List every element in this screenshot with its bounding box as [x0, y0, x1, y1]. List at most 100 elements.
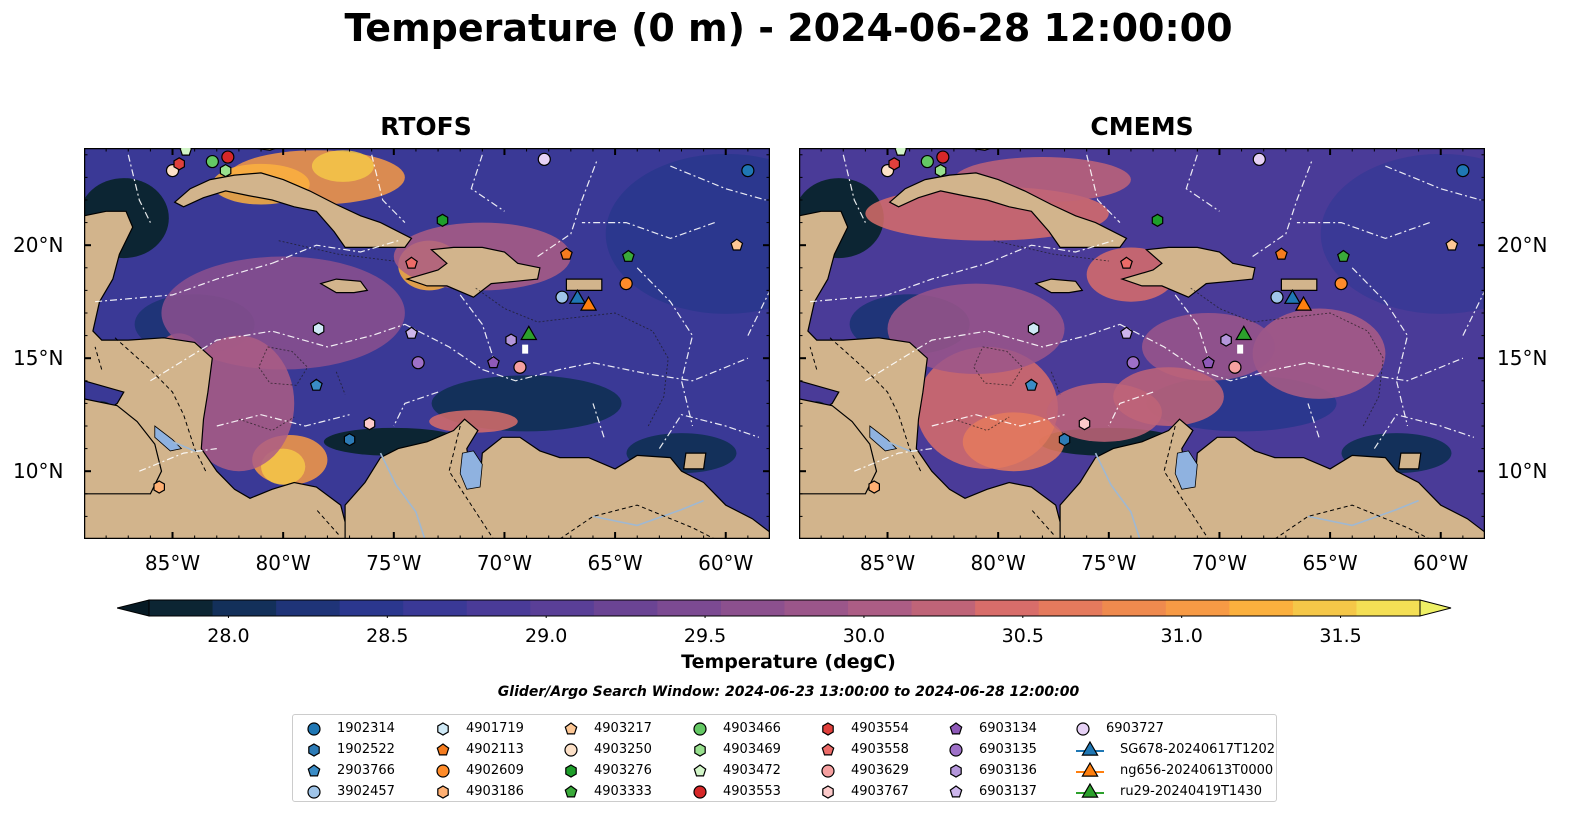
river-line [1307, 499, 1419, 527]
lon-tick-label: 65°W [1302, 551, 1358, 575]
legend-marker [949, 785, 963, 798]
marker-ng656-20240613T0000 [1294, 295, 1313, 311]
legend-item: 4903553 [693, 782, 818, 802]
bathymetry-contour [993, 240, 1109, 262]
legend-item: 6903135 [949, 740, 1074, 760]
legend-marker [693, 785, 707, 799]
colorbar-segment [657, 600, 722, 616]
legend-marker [1076, 740, 1104, 756]
legend-symbol [564, 743, 578, 757]
legend-marker [564, 722, 578, 735]
land-cuba [888, 172, 1128, 249]
country-border [559, 504, 715, 539]
marker-4903472 [179, 148, 193, 156]
colorbar-extend-max [1419, 599, 1452, 617]
marker-6903135 [411, 356, 425, 370]
legend-marker [693, 722, 707, 736]
map-frame [799, 148, 1485, 539]
eez-boundary [854, 448, 932, 472]
legend-symbol [437, 785, 449, 799]
country-border [448, 425, 494, 539]
legend-symbol [949, 785, 963, 798]
marker-SG678-20240617T1202 [568, 289, 587, 304]
marker-4903554 [173, 157, 186, 171]
colorbar-segment [784, 600, 849, 616]
legend-marker [821, 743, 835, 756]
legend-label: 4903767 [851, 784, 909, 799]
legend-item: 4901719 [436, 719, 561, 739]
colorbar-tick-label: 29.0 [525, 625, 568, 647]
legend-symbol [565, 764, 577, 778]
bathymetry-contour [953, 416, 1010, 431]
eez-boundary [1086, 154, 1121, 224]
lake-maracaibo [1174, 450, 1198, 490]
marker-4902113 [559, 247, 573, 260]
legend-item: 6903727 [1076, 719, 1276, 739]
marker-1902522 [343, 432, 356, 447]
eez-boundary [371, 154, 406, 224]
legend-label: 4903250 [594, 742, 652, 757]
legend-symbol [693, 722, 707, 736]
legend-marker [307, 785, 321, 799]
legend-symbol [694, 743, 706, 757]
colorbar-segment [975, 600, 1040, 616]
legend-label: 1902314 [337, 721, 395, 736]
marker-4903276 [436, 213, 449, 227]
legend-symbol [564, 722, 578, 735]
country-border [1163, 425, 1209, 539]
eez-boundary [1108, 391, 1154, 427]
lat-tick-label-right: 10°N [1497, 459, 1548, 484]
marker-6903134 [486, 355, 500, 369]
legend-marker [822, 722, 834, 736]
legend-marker [308, 743, 320, 757]
colorbar-segment [403, 600, 468, 616]
marker-4903767 [1078, 417, 1091, 431]
figure-title: Temperature (0 m) - 2024-06-28 12:00:00 [344, 6, 1233, 50]
colorbar-tick-label: 31.0 [1160, 625, 1203, 647]
lon-tick-label: 75°W [366, 551, 422, 575]
marker-4903629 [513, 360, 527, 374]
marker-4901719 [1027, 322, 1040, 336]
eez-boundary [150, 323, 406, 382]
eez-boundary [1185, 154, 1220, 212]
marker-4903217 [730, 238, 744, 251]
lat-tick-label-right: 15°N [1497, 346, 1548, 371]
marker-4903276 [1151, 213, 1164, 227]
legend-symbol [950, 764, 962, 778]
lake-nicaragua [154, 425, 183, 452]
colorbar-segment [276, 600, 341, 616]
legend-marker [950, 764, 962, 778]
bathymetry-contour [475, 287, 669, 427]
search-window-text: Glider/Argo Search Window: 2024-06-23 13… [497, 684, 1080, 700]
eez-boundary [459, 294, 494, 359]
marker-4903333 [1336, 249, 1350, 262]
warm-region [962, 412, 1065, 472]
warm-region [1086, 247, 1176, 302]
colorbar-label: Temperature (degC) [681, 651, 896, 673]
legend-label: SG678-20240617T1202 [1120, 742, 1276, 757]
marker-6903136 [505, 333, 517, 347]
warm-region [887, 283, 1065, 375]
land-hispaniola [1120, 246, 1256, 298]
legend-symbol [821, 764, 835, 778]
map-panel-cmems [799, 148, 1485, 539]
legend-marker [565, 764, 577, 778]
marker-4903554 [888, 157, 901, 171]
legend-marker [949, 722, 963, 735]
legend-marker [1076, 782, 1104, 798]
lake-nicaragua [869, 425, 898, 452]
legend-item: 4903767 [821, 782, 946, 802]
eez-boundary [127, 154, 151, 223]
legend-symbol [436, 764, 450, 778]
colorbar-segment [1102, 600, 1167, 616]
legend-label: 4903558 [851, 742, 909, 757]
marker-1902522 [1058, 432, 1071, 447]
lake-maracaibo [459, 450, 483, 490]
legend-symbol [822, 785, 834, 799]
legend-label: ru29-20240419T1430 [1120, 784, 1263, 799]
eez-boundary [1307, 403, 1320, 438]
colorbar-tick-label: 28.0 [207, 625, 250, 647]
legend-marker [436, 743, 450, 756]
open-atlantic-region [1320, 153, 1485, 314]
river-line [1094, 452, 1141, 539]
